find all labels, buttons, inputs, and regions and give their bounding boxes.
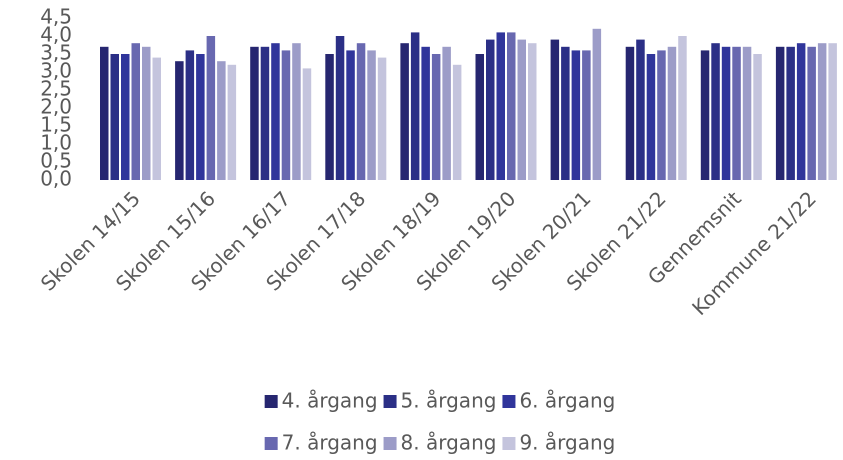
legend-label: 5. årgang [401, 389, 497, 413]
legend-label: 8. årgang [401, 431, 497, 455]
bar [175, 61, 184, 181]
x-tick-label: Kommune 21/22 [687, 186, 821, 320]
bar [657, 50, 666, 181]
bar [561, 46, 570, 180]
bar [335, 36, 345, 180]
bar [796, 43, 806, 181]
bar [400, 43, 409, 181]
y-tick-label: 4,5 [40, 5, 72, 29]
y-tick-label: 1,5 [40, 113, 72, 137]
bar [185, 50, 195, 181]
bar [775, 46, 785, 180]
bar [528, 43, 537, 181]
bar [110, 54, 119, 180]
y-tick-label: 4,0 [40, 23, 72, 47]
legend-swatch [383, 437, 397, 450]
bar [667, 46, 677, 180]
bar [625, 46, 635, 180]
bar [325, 54, 334, 180]
bar [700, 50, 710, 181]
bar [142, 46, 151, 180]
bar [292, 43, 301, 181]
bar [711, 43, 720, 181]
bar [206, 36, 216, 180]
bar [636, 39, 645, 180]
bar [367, 50, 376, 181]
bar [817, 43, 827, 181]
bar [260, 46, 270, 180]
bar [250, 46, 259, 180]
bar [646, 54, 656, 180]
legend-label: 7. årgang [282, 431, 378, 455]
bar [721, 46, 731, 180]
legend-swatch [383, 395, 397, 408]
bar [152, 57, 161, 180]
bar [346, 50, 355, 181]
bar [356, 43, 366, 181]
bar [100, 46, 109, 180]
bar [732, 46, 741, 180]
bar [377, 57, 387, 180]
bar [786, 46, 795, 180]
bar [410, 32, 420, 181]
y-tick-label: 2,0 [40, 95, 72, 119]
bar [828, 43, 837, 181]
y-tick-label: 0,0 [40, 167, 72, 191]
bar [196, 54, 205, 180]
bar [452, 64, 462, 180]
bar [217, 61, 226, 181]
bar [678, 36, 687, 180]
bar [421, 46, 430, 180]
bar [571, 50, 581, 181]
legend-label: 9. årgang [519, 431, 615, 455]
bar [302, 68, 312, 180]
legend-label: 6. årgang [519, 389, 615, 413]
bar [131, 43, 140, 181]
bar [271, 43, 280, 181]
y-tick-label: 1,0 [40, 131, 72, 155]
y-tick-label: 2,5 [40, 77, 72, 101]
bar [442, 46, 451, 180]
bar [550, 39, 560, 180]
bar [807, 46, 816, 180]
bar [582, 50, 591, 181]
bar [281, 50, 291, 181]
bar [517, 39, 526, 180]
legend-swatch [264, 395, 278, 408]
bar [227, 64, 237, 180]
bar [496, 32, 505, 181]
bar [475, 54, 484, 180]
bar [121, 54, 130, 180]
bar [592, 28, 602, 180]
y-tick-label: 3,0 [40, 59, 72, 83]
y-tick-label: 0,5 [40, 149, 72, 173]
bar [486, 39, 495, 180]
legend-label: 4. årgang [282, 389, 378, 413]
bar [753, 54, 762, 180]
legend-swatch [502, 395, 516, 408]
legend-swatch [502, 437, 516, 450]
bar [431, 54, 441, 180]
y-tick-label: 3,5 [40, 41, 72, 65]
legend-swatch [264, 437, 278, 450]
bar [507, 32, 516, 181]
bar [742, 46, 752, 180]
